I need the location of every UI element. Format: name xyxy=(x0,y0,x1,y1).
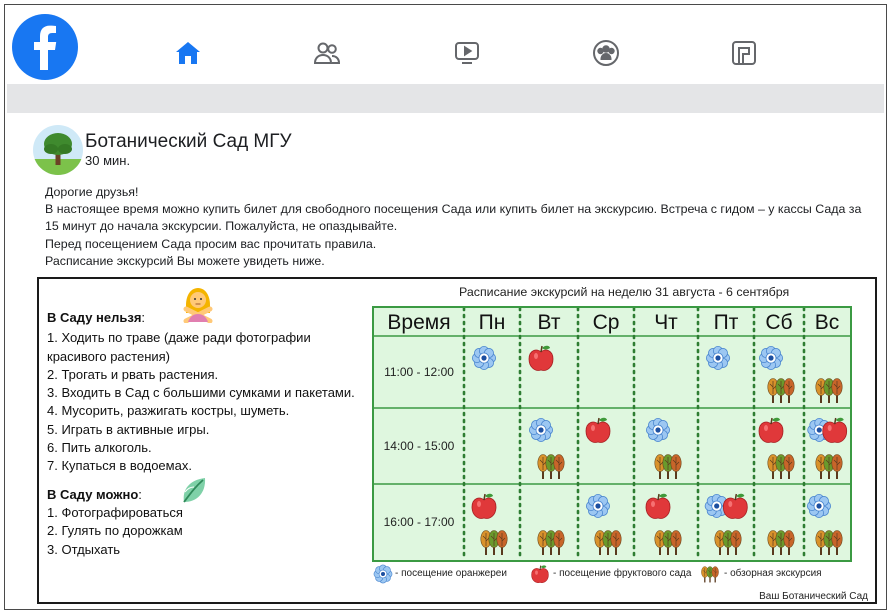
flower-icon xyxy=(528,417,553,442)
trees-icon xyxy=(537,454,565,479)
apple-icon xyxy=(758,417,784,443)
groups-icon[interactable] xyxy=(591,38,621,68)
trees-icon xyxy=(767,378,795,403)
apple-icon xyxy=(645,493,671,519)
flower-icon xyxy=(585,493,610,518)
post-text-line: В настоящее время можно купить билет для… xyxy=(45,202,862,217)
legend-trees-icon xyxy=(701,566,719,583)
forbidden-item: 7. Купаться в водоемах. xyxy=(47,458,192,474)
post-text-line: Расписание экскурсий Вы можете увидеть н… xyxy=(45,253,325,268)
friends-icon[interactable] xyxy=(312,38,342,68)
trees-icon xyxy=(815,454,843,479)
day-header: Вт xyxy=(538,311,561,334)
allowed-item: 2. Гулять по дорожкам xyxy=(47,523,183,539)
signature: Ваш Ботанический Сад xyxy=(759,591,868,602)
leaf-icon xyxy=(179,475,209,505)
forbidden-item: 6. Пить алкоголь. xyxy=(47,440,152,456)
forbidden-title: В Саду нельзя xyxy=(47,310,142,325)
trees-icon xyxy=(654,530,682,555)
flower-icon xyxy=(758,345,783,370)
apple-icon xyxy=(585,417,611,443)
apple-icon xyxy=(471,493,497,519)
page-name[interactable]: Ботанический Сад МГУ xyxy=(85,131,292,152)
schedule-grid: Время Пн Вт Ср Чт Пт Сб Вс 11:00 - 12:00 14:00 - … xyxy=(374,308,850,560)
trees-icon xyxy=(714,530,742,555)
flower-icon xyxy=(807,417,832,442)
forbidden-item: 5. Играть в активные игры. xyxy=(47,421,210,437)
day-header: Пт xyxy=(714,311,739,334)
forbidden-item: 2. Трогать и рвать растения. xyxy=(47,366,219,382)
trees-icon xyxy=(537,530,565,555)
trees-icon xyxy=(767,454,795,479)
post-text-line: Перед посещением Сада просим вас прочита… xyxy=(45,236,377,251)
forbidden-item: 3. Входить в Сад с большими сумками и па… xyxy=(47,385,355,401)
page-avatar[interactable] xyxy=(33,125,83,175)
time-slot-label: 16:00 - 17:00 xyxy=(384,515,455,529)
schedule-legend: - посещение оранжереи - посещение фрукто… xyxy=(372,563,852,585)
legend-flower-icon xyxy=(373,564,393,584)
trees-icon xyxy=(815,530,843,555)
flower-icon xyxy=(471,345,496,370)
garden-rules: В Саду нельзя: 1. Ходить по траве (даже … xyxy=(47,309,377,559)
trees-icon xyxy=(767,530,795,555)
day-header: Вс xyxy=(815,311,840,334)
time-slot-label: 14:00 - 15:00 xyxy=(384,439,455,453)
allowed-item: 1. Фотографироваться xyxy=(47,504,183,520)
trees-icon xyxy=(654,454,682,479)
flower-icon xyxy=(705,345,730,370)
post-text-line: Дорогие друзья! xyxy=(45,185,139,199)
home-icon[interactable] xyxy=(173,38,203,68)
day-header: Сб xyxy=(765,311,792,334)
flower-icon xyxy=(806,493,831,518)
apple-icon xyxy=(822,417,848,443)
schedule-title: Расписание экскурсий на неделю 31 август… xyxy=(459,285,790,299)
no-gesture-emoji-icon xyxy=(179,285,217,324)
post-text-line: 15 минут до начала экскурсии. Пожалуйста… xyxy=(45,219,398,234)
facebook-logo-icon[interactable] xyxy=(12,14,78,80)
post-frame: Ботанический Сад МГУ 30 мин. Дорогие дру… xyxy=(4,4,887,610)
time-slot-label: 11:00 - 12:00 xyxy=(384,365,454,379)
allowed-item: 3. Отдыхать xyxy=(47,541,121,557)
trees-icon xyxy=(594,530,622,555)
gray-divider-bar xyxy=(7,84,884,113)
day-header: Чт xyxy=(654,311,678,334)
post-image-card[interactable]: В Саду нельзя: 1. Ходить по траве (даже … xyxy=(37,277,877,604)
forbidden-item: 4. Мусорить, разжигать костры, шуметь. xyxy=(47,403,290,419)
forbidden-item: красивого растения) xyxy=(47,348,171,364)
forbidden-item: 1. Ходить по траве (даже ради фотографии xyxy=(47,330,311,346)
schedule-table: Время Пн Вт Ср Чт Пт Сб Вс 11:00 - 12:00 14:00 - … xyxy=(372,306,852,562)
top-navigation xyxy=(5,5,886,85)
flower-icon xyxy=(645,417,670,442)
trees-icon xyxy=(815,378,843,403)
allowed-title: В Саду можно xyxy=(47,486,139,502)
apple-icon xyxy=(528,345,554,371)
gaming-icon[interactable] xyxy=(729,38,759,68)
post-text: Дорогие друзья! В настоящее время можно … xyxy=(45,184,875,270)
time-header: Время xyxy=(387,311,450,334)
day-header: Ср xyxy=(593,311,620,334)
legend-trees-label: - обзорная экскурсия xyxy=(724,568,822,579)
watch-icon[interactable] xyxy=(452,38,482,68)
legend-apple-label: - посещение фруктового сада xyxy=(553,568,692,579)
legend-flower-label: - посещение оранжереи xyxy=(395,568,507,579)
post-timestamp[interactable]: 30 мин. xyxy=(85,153,131,168)
apple-icon xyxy=(722,493,748,519)
legend-apple-icon xyxy=(531,565,549,583)
trees-icon xyxy=(480,530,508,555)
day-header: Пн xyxy=(479,311,506,334)
